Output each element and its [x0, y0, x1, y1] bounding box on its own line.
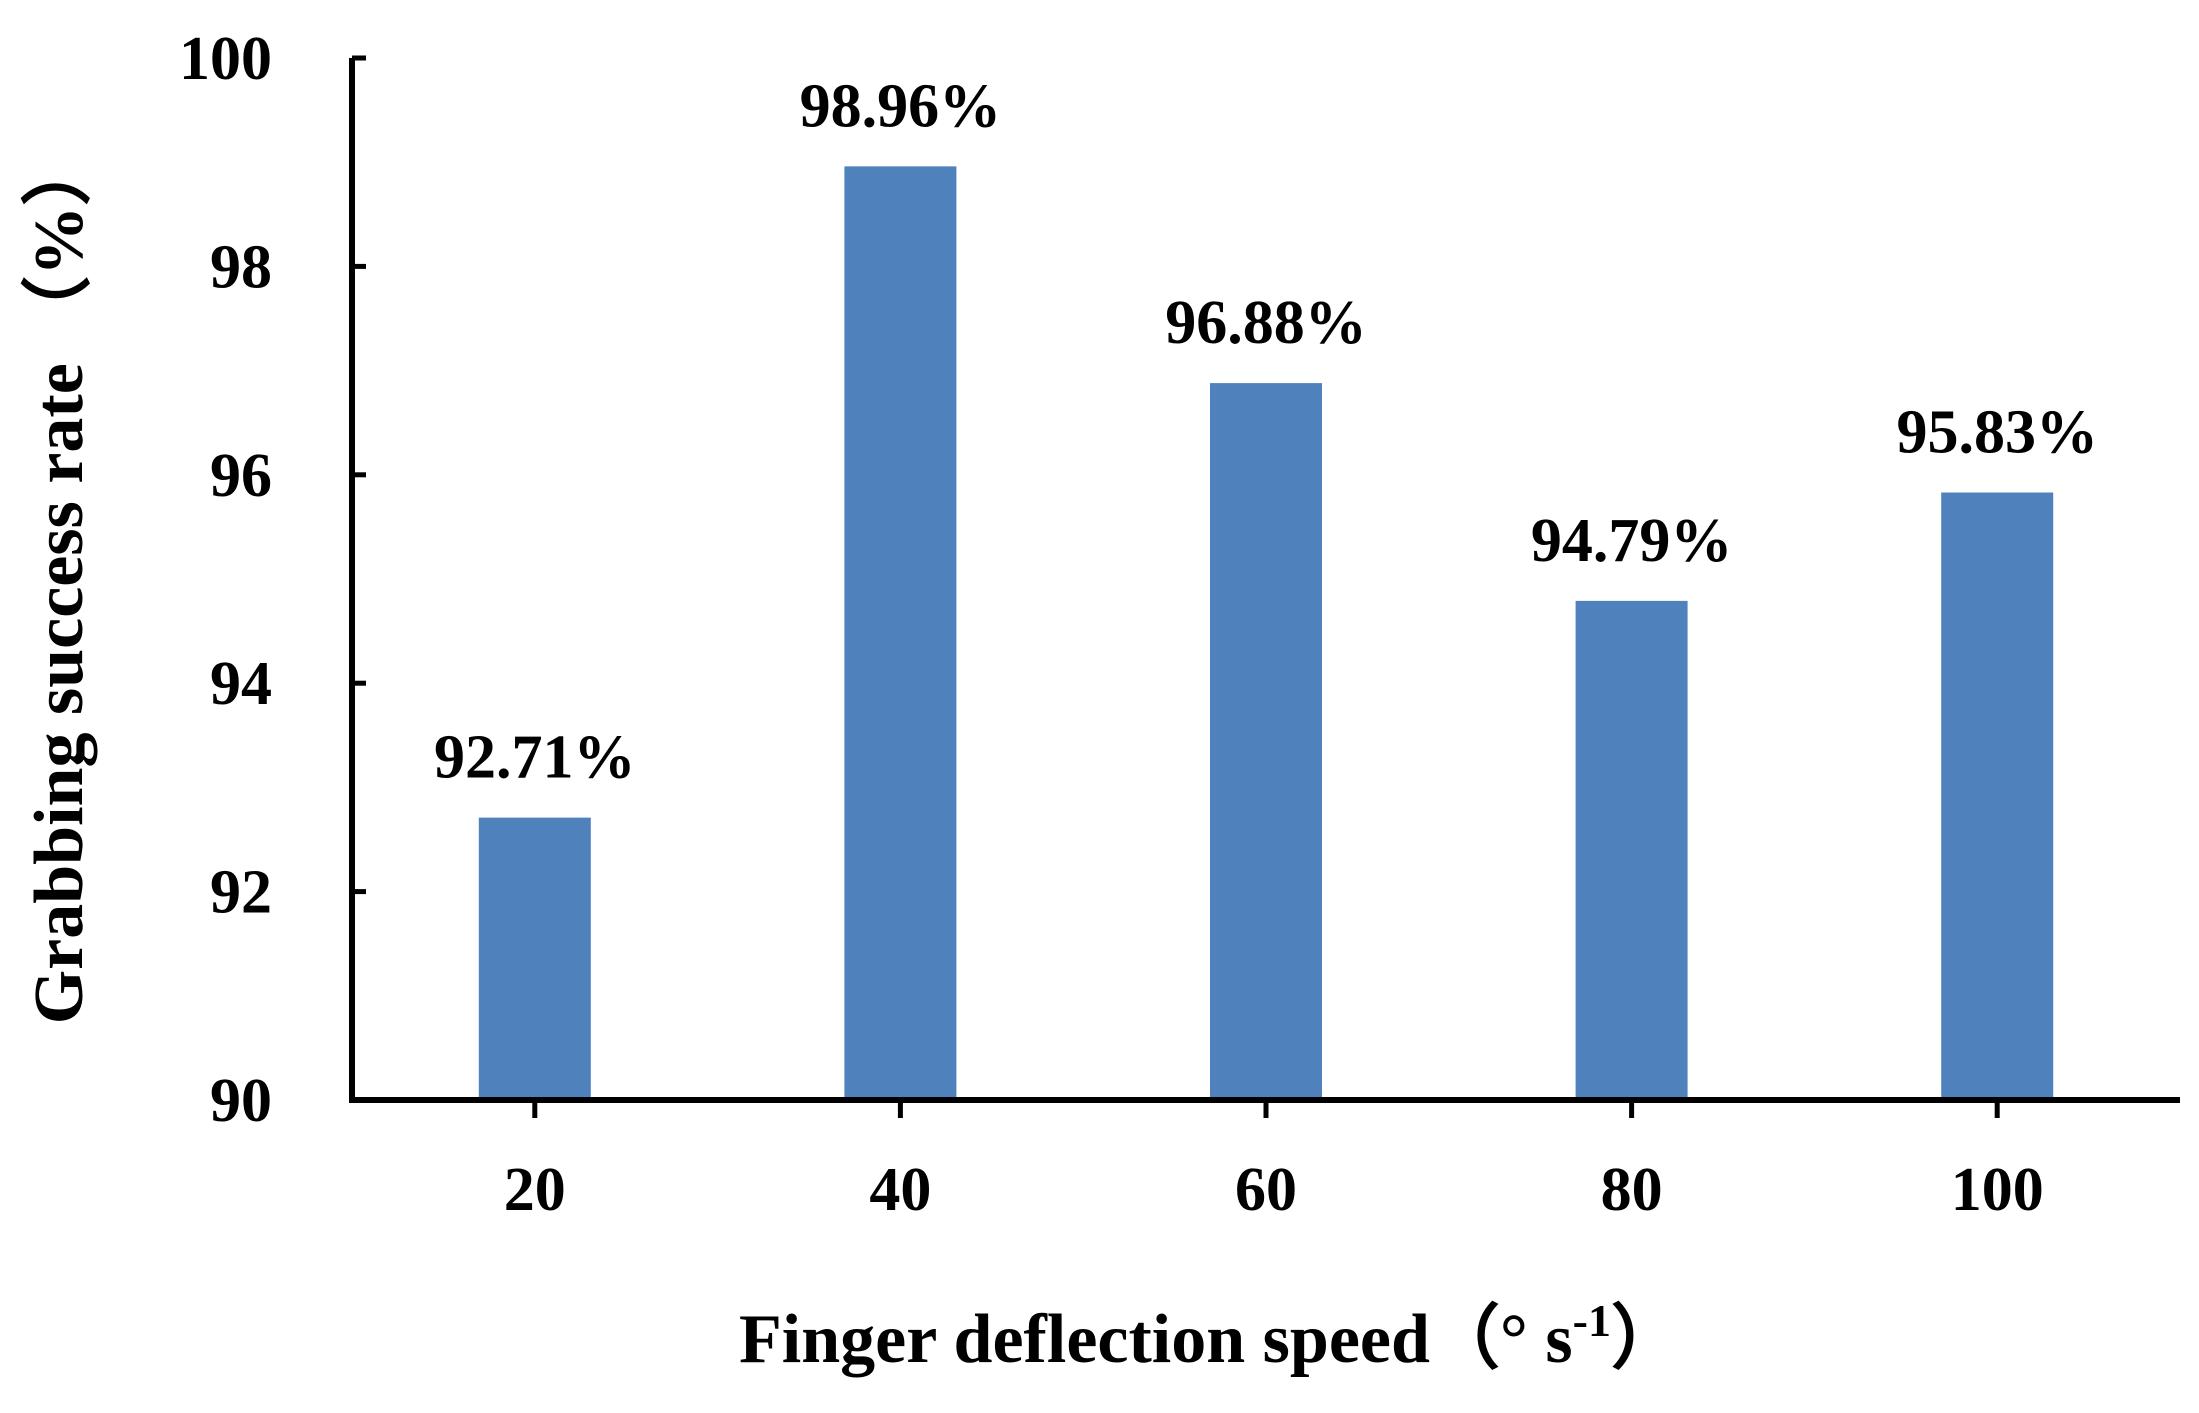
y-tick-label-92: 92: [210, 859, 272, 927]
y-tick-label-90: 90: [210, 1067, 272, 1135]
data-label-100: 95.83%: [1896, 399, 2098, 467]
bar-20: [478, 817, 591, 1100]
data-labels-group: 92.71% 98.96% 96.88% 94.79% 95.83%: [434, 72, 2098, 791]
x-tick-label-40: 40: [869, 1156, 931, 1224]
x-axis-title-close: ）: [1611, 1300, 1681, 1378]
y-axis-title: Grabbing success rate （%）: [20, 136, 98, 1025]
x-tick-label-60: 60: [1235, 1156, 1297, 1224]
data-label-40: 98.96%: [800, 72, 1002, 140]
x-tick-label-100: 100: [1951, 1156, 2044, 1224]
data-label-60: 96.88%: [1165, 289, 1367, 357]
x-tick-label-80: 80: [1601, 1156, 1663, 1224]
y-tick-label-94: 94: [210, 650, 272, 718]
x-axis: 20 40 60 80 100: [349, 1097, 2180, 1224]
bar-100: [1941, 492, 2054, 1100]
bar-60: [1210, 383, 1322, 1100]
x-axis-title: Finger deflection speed（° s-1）: [739, 1295, 1681, 1378]
y-axis: 90 92 94 96 98 100: [179, 25, 366, 1135]
y-tick-label-98: 98: [210, 233, 272, 301]
x-axis-title-main: Finger deflection speed（° s: [739, 1300, 1573, 1378]
bars-group: [478, 166, 2054, 1101]
y-tick-label-96: 96: [210, 442, 272, 510]
x-tick-label-20: 20: [504, 1156, 566, 1224]
data-label-80: 94.79%: [1531, 507, 1733, 575]
bar-40: [844, 166, 957, 1101]
x-axis-title-superscript: -1: [1573, 1295, 1611, 1346]
bar-80: [1575, 600, 1688, 1100]
data-label-20: 92.71%: [434, 724, 636, 792]
y-tick-label-100: 100: [179, 25, 272, 93]
